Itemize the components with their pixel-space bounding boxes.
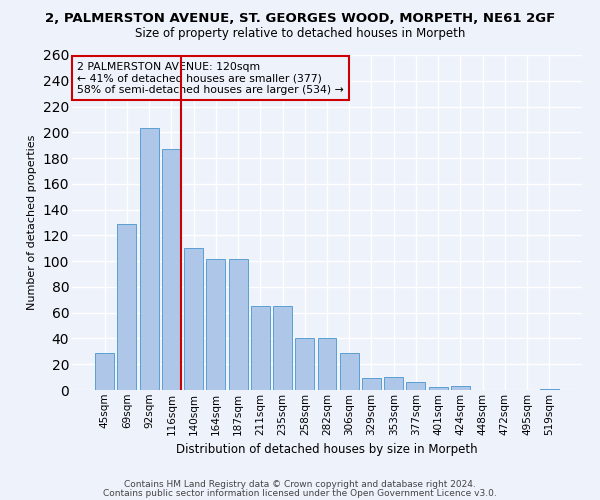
Bar xyxy=(362,378,381,390)
Text: 2, PALMERSTON AVENUE, ST. GEORGES WOOD, MORPETH, NE61 2GF: 2, PALMERSTON AVENUE, ST. GEORGES WOOD, … xyxy=(45,12,555,26)
Bar xyxy=(451,386,470,390)
Text: Contains HM Land Registry data © Crown copyright and database right 2024.: Contains HM Land Registry data © Crown c… xyxy=(124,480,476,489)
Bar xyxy=(95,352,114,390)
Text: Contains public sector information licensed under the Open Government Licence v3: Contains public sector information licen… xyxy=(103,488,497,498)
Bar xyxy=(118,224,136,390)
Bar xyxy=(317,338,337,390)
Bar xyxy=(140,128,158,390)
Bar xyxy=(273,306,292,390)
Bar xyxy=(540,388,559,390)
Y-axis label: Number of detached properties: Number of detached properties xyxy=(27,135,37,310)
Text: Size of property relative to detached houses in Morpeth: Size of property relative to detached ho… xyxy=(135,28,465,40)
Text: 2 PALMERSTON AVENUE: 120sqm
← 41% of detached houses are smaller (377)
58% of se: 2 PALMERSTON AVENUE: 120sqm ← 41% of det… xyxy=(77,62,344,95)
Bar xyxy=(184,248,203,390)
Bar xyxy=(384,377,403,390)
Bar xyxy=(162,149,181,390)
Bar xyxy=(295,338,314,390)
Bar xyxy=(429,388,448,390)
Bar xyxy=(340,352,359,390)
Bar xyxy=(229,258,248,390)
X-axis label: Distribution of detached houses by size in Morpeth: Distribution of detached houses by size … xyxy=(176,443,478,456)
Bar xyxy=(206,258,225,390)
Bar xyxy=(406,382,425,390)
Bar xyxy=(251,306,270,390)
